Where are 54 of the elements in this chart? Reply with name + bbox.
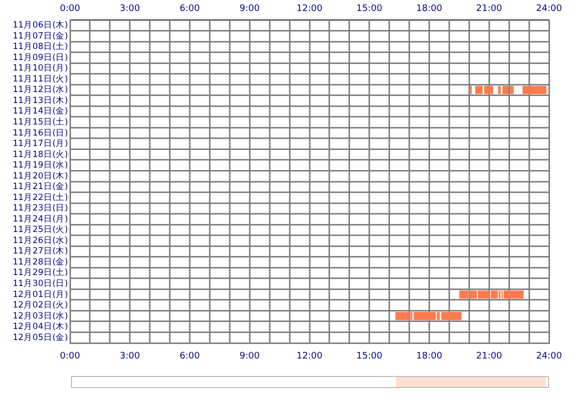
y-tick-label: 11月30日(日) <box>12 278 68 289</box>
x-tick-label: 12:00 <box>296 4 323 14</box>
x2-tick-label: 18:00 <box>416 352 443 362</box>
y-tick-label: 11月15日(土) <box>12 116 68 128</box>
x-tick-label: 3:00 <box>120 4 140 14</box>
y-tick-label: 11月12日(水) <box>12 84 68 96</box>
x-tick-label: 15:00 <box>356 4 383 14</box>
y-tick-label: 11月07日(金) <box>12 30 68 42</box>
y-tick-label: 11月28日(金) <box>12 256 68 268</box>
y-tick-label: 11月26日(水) <box>12 234 68 246</box>
y-tick-label: 11月11日(火) <box>12 73 68 84</box>
y-tick-label: 11月27日(木) <box>12 246 68 257</box>
y-tick-label: 12月04日(木) <box>12 321 68 332</box>
y-tick-label: 12月01日(月) <box>12 290 68 300</box>
y-tick-label: 11月25日(火) <box>12 224 68 236</box>
x-tick-label: 21:00 <box>476 4 502 14</box>
bar <box>414 312 436 320</box>
y-tick-label: 11月22日(土) <box>12 192 68 203</box>
y-tick-label: 11月19日(水) <box>12 160 68 171</box>
y-tick-label: 11月13日(木) <box>12 94 68 106</box>
x-tick-label: 6:00 <box>180 4 200 14</box>
y-tick-label: 11月16日(日) <box>12 128 68 138</box>
y-tick-label: 11月10日(月) <box>12 64 68 74</box>
bar <box>498 86 501 94</box>
y-tick-label: 11月24日(月) <box>12 214 68 224</box>
bar <box>441 312 462 320</box>
y-tick-label: 12月03日(水) <box>12 310 68 322</box>
y-tick-label: 12月02日(火) <box>12 300 68 311</box>
y-tick-label: 11月17日(月) <box>12 139 68 150</box>
x2-tick-label: 0:00 <box>60 352 80 362</box>
x2-tick-label: 6:00 <box>180 352 200 362</box>
y-tick-label: 12月05日(金) <box>12 332 68 343</box>
x2-tick-label: 12:00 <box>296 352 323 362</box>
y-tick-label: 11月20日(木) <box>12 170 68 182</box>
x-tick-label: 9:00 <box>240 4 260 14</box>
y-tick-label: 11月09日(日) <box>12 52 68 63</box>
x2-tick-label: 21:00 <box>476 352 502 362</box>
y-tick-label: 11月23日(日) <box>12 204 68 214</box>
x2-tick-label: 9:00 <box>240 352 260 362</box>
bar <box>504 290 524 299</box>
bar <box>395 312 410 320</box>
bar <box>522 86 546 94</box>
y-tick-label: 11月29日(土) <box>12 267 68 278</box>
y-tick-label: 11月06日(木) <box>12 20 68 31</box>
y-tick-label: 11月14日(金) <box>12 106 68 117</box>
y-tick-label: 11月21日(金) <box>12 181 68 192</box>
x-tick-label: 18:00 <box>416 4 443 14</box>
x2-tick-label: 15:00 <box>356 352 383 362</box>
y-tick-label: 11月08日(土) <box>12 41 68 52</box>
y-tick-label: 11月18日(火) <box>12 148 68 160</box>
x2-tick-label: 3:00 <box>120 352 140 362</box>
x-tick-label: 24:00 <box>536 4 562 14</box>
x2-tick-label: 24:00 <box>536 352 562 362</box>
x-tick-label: 0:00 <box>60 4 80 14</box>
